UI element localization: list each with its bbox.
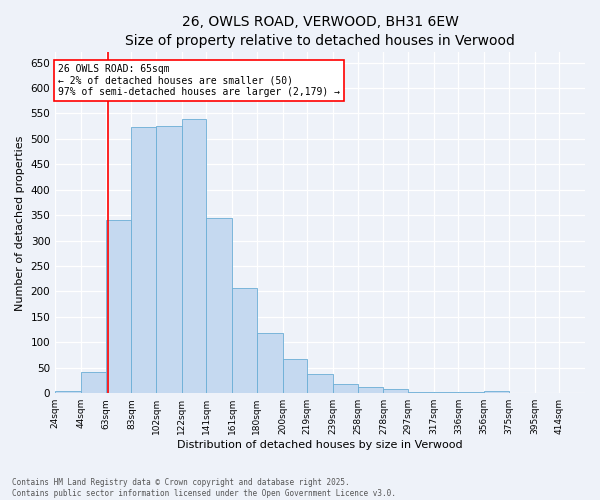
Text: 26 OWLS ROAD: 65sqm
← 2% of detached houses are smaller (50)
97% of semi-detache: 26 OWLS ROAD: 65sqm ← 2% of detached hou… [58,64,340,97]
Bar [182,118,206,393]
Bar [206,218,232,393]
Bar [333,384,358,393]
Bar [106,220,131,393]
Bar [383,389,408,393]
Bar [232,288,257,393]
Bar [408,392,434,393]
Y-axis label: Number of detached properties: Number of detached properties [15,135,25,310]
Bar [131,127,156,393]
Bar [257,333,283,393]
X-axis label: Distribution of detached houses by size in Verwood: Distribution of detached houses by size … [177,440,463,450]
Bar [434,392,458,393]
Bar [55,390,81,393]
Bar [358,387,383,393]
Bar [458,392,484,393]
Bar [81,372,106,393]
Title: 26, OWLS ROAD, VERWOOD, BH31 6EW
Size of property relative to detached houses in: 26, OWLS ROAD, VERWOOD, BH31 6EW Size of… [125,15,515,48]
Bar [283,359,307,393]
Bar [307,374,333,393]
Text: Contains HM Land Registry data © Crown copyright and database right 2025.
Contai: Contains HM Land Registry data © Crown c… [12,478,396,498]
Bar [484,390,509,393]
Bar [156,126,182,393]
